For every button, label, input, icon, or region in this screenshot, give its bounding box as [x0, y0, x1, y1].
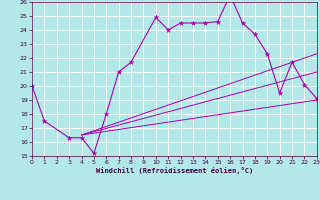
X-axis label: Windchill (Refroidissement éolien,°C): Windchill (Refroidissement éolien,°C) — [96, 167, 253, 174]
